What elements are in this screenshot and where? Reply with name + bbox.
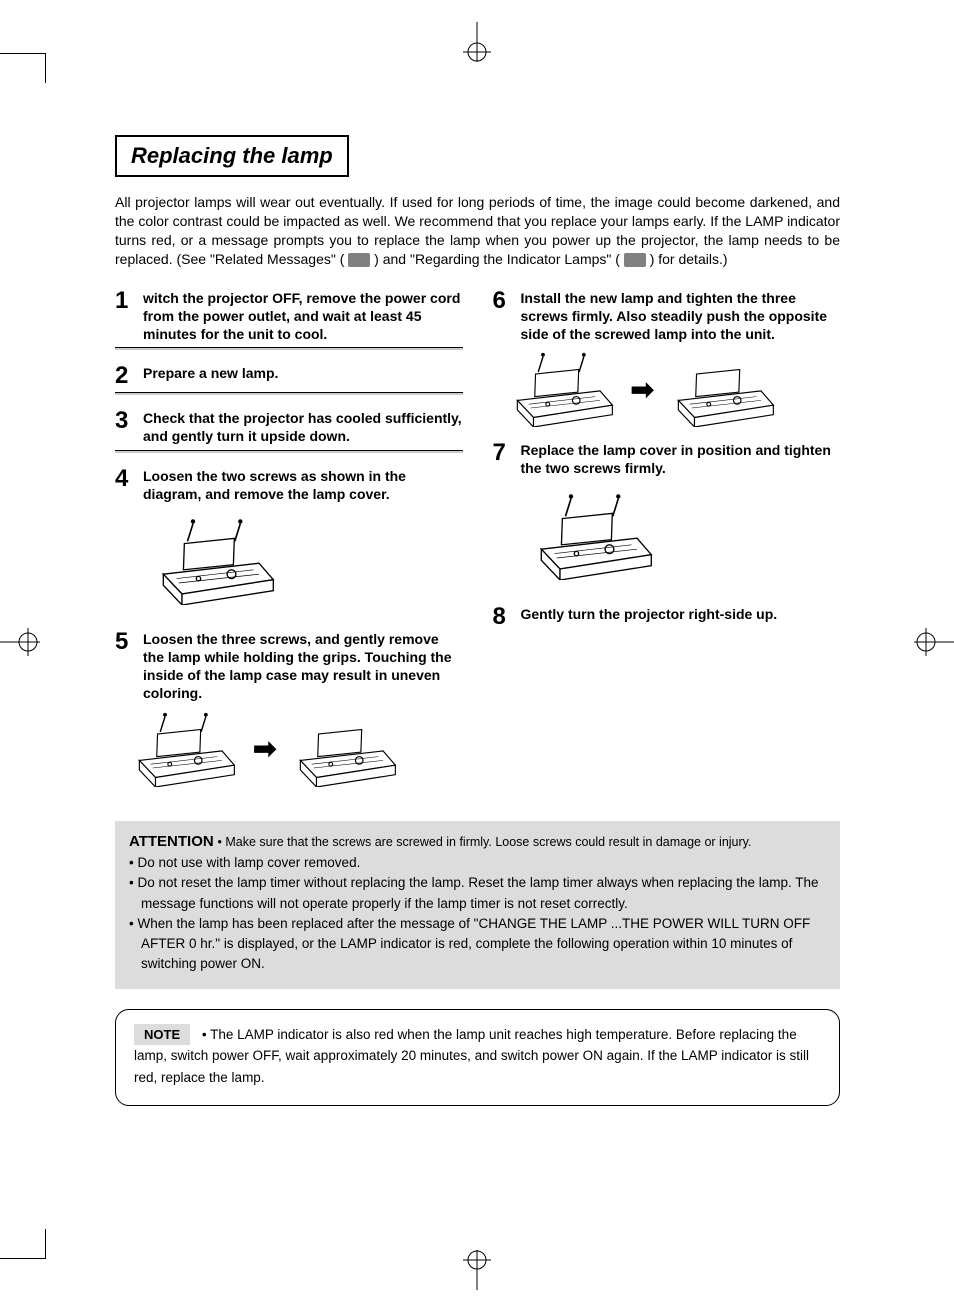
intro-text-2: ) and "Regarding the Indicator Lamps" ( <box>374 251 620 267</box>
crop-line <box>0 1258 45 1259</box>
crop-mark-top <box>457 22 497 62</box>
attention-list: • Do not use with lamp cover removed.• D… <box>129 853 826 975</box>
attention-inline-text: • Make sure that the screws are screwed … <box>217 835 751 849</box>
intro-paragraph: All projector lamps will wear out eventu… <box>115 193 840 269</box>
step-number: 7 <box>493 441 511 465</box>
crop-mark-left <box>0 622 40 662</box>
step-3: 3 Check that the projector has cooled suf… <box>115 409 463 452</box>
step-rule <box>115 347 463 350</box>
step-text: Loosen the two screws as shown in the di… <box>143 467 463 503</box>
step-rule <box>115 392 463 395</box>
step-diagram <box>523 486 841 591</box>
attention-item: • Do not use with lamp cover removed. <box>129 853 826 873</box>
crop-line <box>0 53 45 54</box>
left-column: 1 witch the projector OFF, remove the pow… <box>115 289 463 801</box>
step-text: Replace the lamp cover in position and t… <box>521 441 841 477</box>
step-diagram: ➡ <box>503 351 841 427</box>
attention-box: ATTENTION • Make sure that the screws ar… <box>115 821 840 989</box>
arrow-icon: ➡ <box>631 373 654 406</box>
section-title: Replacing the lamp <box>115 135 349 177</box>
step-number: 8 <box>493 605 511 629</box>
step-rule <box>115 450 463 453</box>
step-number: 5 <box>115 630 133 654</box>
attention-item: • Do not reset the lamp timer without re… <box>129 873 826 914</box>
step-number: 3 <box>115 409 133 433</box>
book-icon <box>624 253 646 267</box>
crop-line <box>45 53 46 83</box>
note-box: NOTE • The LAMP indicator is also red wh… <box>115 1009 840 1106</box>
step-6: 6 Install the new lamp and tighten the th… <box>493 289 841 428</box>
step-text: Install the new lamp and tighten the thr… <box>521 289 841 344</box>
attention-first-line: ATTENTION • Make sure that the screws ar… <box>129 831 826 854</box>
step-number: 6 <box>493 289 511 313</box>
step-diagram: ➡ <box>125 711 463 787</box>
crop-line <box>45 1229 46 1259</box>
attention-item: • When the lamp has been replaced after … <box>129 914 826 975</box>
arrow-icon: ➡ <box>253 732 276 765</box>
step-text: Loosen the three screws, and gently remo… <box>143 630 463 703</box>
step-4: 4 Loosen the two screws as shown in the d… <box>115 467 463 616</box>
note-label: NOTE <box>134 1024 190 1045</box>
step-number: 2 <box>115 364 133 388</box>
step-number: 1 <box>115 289 133 313</box>
step-text: Prepare a new lamp. <box>143 364 463 382</box>
note-text: • The LAMP indicator is also red when th… <box>134 1027 809 1085</box>
steps-columns: 1 witch the projector OFF, remove the pow… <box>115 289 840 801</box>
step-number: 4 <box>115 467 133 491</box>
step-5: 5 Loosen the three screws, and gently rem… <box>115 630 463 787</box>
intro-text-3: ) for details.) <box>650 251 728 267</box>
book-icon <box>348 253 370 267</box>
step-text: Gently turn the projector right-side up. <box>521 605 841 623</box>
attention-label: ATTENTION <box>129 833 214 850</box>
step-8: 8 Gently turn the projector right-side up… <box>493 605 841 629</box>
step-1: 1 witch the projector OFF, remove the pow… <box>115 289 463 351</box>
right-column: 6 Install the new lamp and tighten the th… <box>493 289 841 801</box>
step-7: 7 Replace the lamp cover in position and … <box>493 441 841 590</box>
crop-mark-bottom <box>457 1250 497 1290</box>
step-text: witch the projector OFF, remove the powe… <box>143 289 463 344</box>
crop-mark-right <box>914 622 954 662</box>
page-content: Replacing the lamp All projector lamps w… <box>115 135 840 1106</box>
step-diagram <box>145 511 463 616</box>
step-2: 2 Prepare a new lamp. <box>115 364 463 395</box>
step-text: Check that the projector has cooled suff… <box>143 409 463 445</box>
